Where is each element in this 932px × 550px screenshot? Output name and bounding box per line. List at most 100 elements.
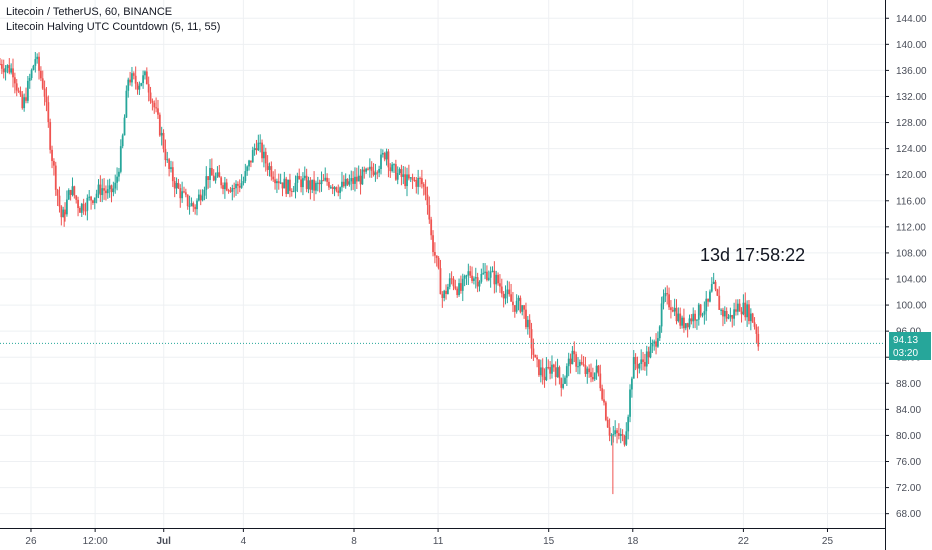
candle-body bbox=[595, 365, 598, 373]
last-price-badge: 94.13 03:20 bbox=[889, 332, 931, 360]
candle-body bbox=[140, 83, 143, 86]
candle-body bbox=[305, 175, 308, 190]
candle-body bbox=[660, 303, 663, 327]
candle-body bbox=[718, 295, 721, 310]
candle-body bbox=[359, 175, 362, 185]
candle-body bbox=[740, 311, 743, 315]
time-axis[interactable]: 26 12:00 Jul 4 8 11 15 18 22 25 bbox=[0, 528, 885, 547]
candle-body bbox=[387, 151, 390, 168]
candle-body bbox=[142, 75, 145, 84]
candle-body bbox=[197, 194, 200, 201]
candle-body bbox=[673, 307, 676, 312]
candle-body bbox=[696, 319, 698, 321]
candle-body bbox=[25, 97, 27, 101]
candle-body bbox=[309, 180, 312, 190]
candle-body bbox=[407, 174, 410, 179]
candle-body bbox=[93, 197, 96, 203]
candle-body bbox=[733, 309, 736, 319]
candle-body bbox=[731, 315, 734, 319]
candle-body bbox=[668, 294, 670, 308]
candle-body bbox=[248, 160, 250, 167]
candle-body bbox=[112, 188, 115, 193]
price-tick-label: 112.00 bbox=[896, 222, 926, 233]
candle-body bbox=[445, 290, 447, 295]
candle-body bbox=[225, 182, 228, 191]
candle-body bbox=[742, 302, 745, 315]
candle-body bbox=[110, 185, 113, 193]
candle-body bbox=[554, 367, 557, 378]
candle-body bbox=[738, 303, 741, 312]
candle-body bbox=[424, 186, 427, 195]
candle-body bbox=[683, 317, 685, 329]
candle-body bbox=[621, 434, 624, 436]
candle-body bbox=[290, 190, 293, 192]
candle-body bbox=[437, 257, 440, 269]
candle-body bbox=[119, 146, 122, 172]
candle-body bbox=[381, 153, 384, 155]
indicator-title[interactable]: Litecoin Halving UTC Countdown (5, 11, 5… bbox=[6, 21, 221, 33]
candle-body bbox=[500, 286, 503, 294]
candle-body bbox=[465, 275, 468, 277]
candle-body bbox=[311, 179, 314, 190]
price-tick-label: 128.00 bbox=[896, 118, 927, 129]
candle-body bbox=[69, 190, 72, 195]
price-tick-label: 80.00 bbox=[896, 431, 921, 442]
price-tick-label: 108.00 bbox=[896, 248, 927, 259]
price-badge-timer: 03:20 bbox=[893, 348, 918, 359]
candle-body bbox=[238, 185, 241, 188]
candle-body bbox=[49, 122, 52, 150]
candle-body bbox=[590, 372, 592, 378]
candle-body bbox=[8, 65, 11, 73]
candle-body bbox=[458, 283, 460, 296]
candle-body bbox=[12, 68, 14, 78]
candle-body bbox=[168, 159, 171, 169]
candle-body bbox=[398, 169, 401, 174]
candle-body bbox=[240, 183, 243, 188]
candle-body bbox=[184, 192, 187, 195]
candle-body bbox=[354, 176, 356, 184]
candle-body bbox=[263, 151, 265, 159]
price-axis[interactable]: 144.00 140.00 136.00 132.00 128.00 124.00 120.… bbox=[885, 0, 927, 550]
candle-body bbox=[499, 283, 501, 287]
candle-body bbox=[177, 182, 180, 189]
candle-body bbox=[748, 304, 750, 322]
candle-body bbox=[292, 191, 295, 193]
candle-body bbox=[560, 378, 563, 388]
candle-body bbox=[246, 166, 249, 172]
candle-body bbox=[707, 298, 709, 302]
price-tick-label: 68.00 bbox=[896, 509, 921, 520]
candle-body bbox=[735, 309, 737, 312]
candle-body bbox=[316, 182, 319, 184]
candle-body bbox=[435, 255, 438, 258]
candle-body bbox=[80, 203, 83, 213]
candle-body bbox=[640, 359, 643, 364]
candle-body bbox=[471, 275, 473, 281]
candle-body bbox=[664, 293, 667, 297]
candle-body bbox=[125, 90, 128, 118]
candle-body bbox=[474, 277, 477, 279]
candle-body bbox=[164, 149, 167, 161]
candle-body bbox=[467, 271, 470, 276]
candle-body bbox=[370, 166, 373, 171]
candle-body bbox=[391, 164, 394, 172]
symbol-title[interactable]: Litecoin / TetherUS, 60, BINANCE bbox=[6, 6, 173, 18]
candle-body bbox=[526, 319, 529, 328]
candle-body bbox=[406, 174, 408, 187]
candle-body bbox=[619, 434, 622, 436]
candle-body bbox=[692, 313, 695, 322]
candle-body bbox=[426, 194, 429, 206]
candle-body bbox=[158, 114, 161, 136]
candle-body bbox=[181, 191, 184, 199]
candle-body bbox=[92, 200, 94, 203]
candle-body bbox=[578, 361, 581, 367]
time-tick-label: 15 bbox=[543, 536, 555, 547]
candle-body bbox=[118, 171, 120, 177]
candle-body bbox=[166, 159, 169, 161]
candle-body bbox=[513, 305, 516, 312]
candle-body bbox=[342, 181, 345, 187]
candle-body bbox=[575, 354, 578, 367]
candle-body bbox=[597, 365, 600, 374]
candle-body bbox=[643, 361, 646, 367]
candle-body bbox=[84, 210, 87, 212]
